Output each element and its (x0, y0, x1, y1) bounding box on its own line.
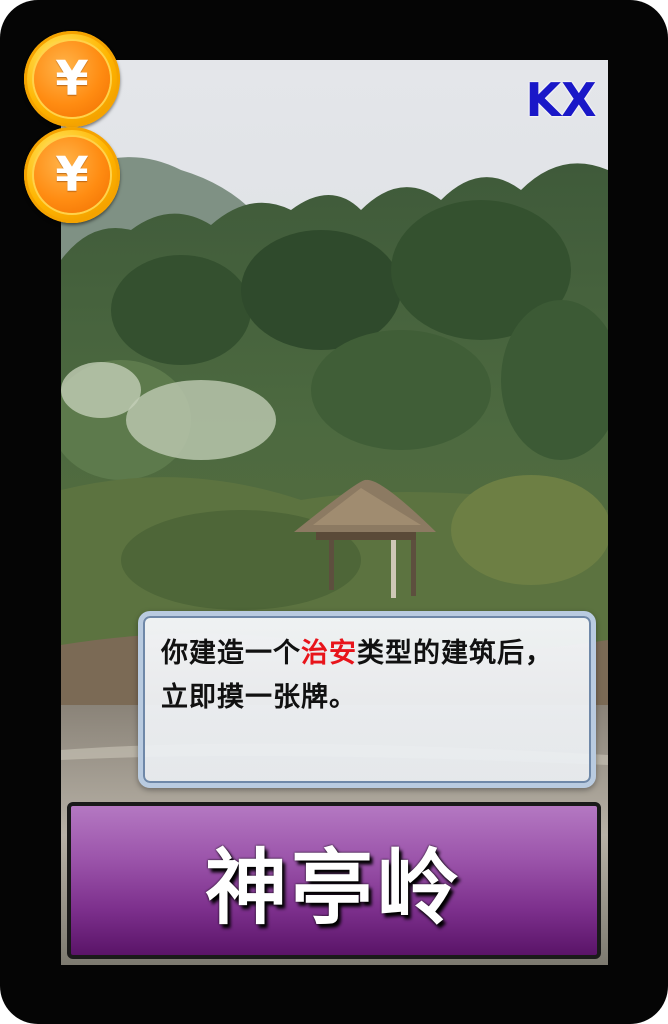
yen-symbol: ¥ (34, 137, 110, 213)
card-artwork (61, 60, 608, 965)
cost-coin-icon: ¥ (24, 127, 120, 223)
ability-text-start: 你建造一个 (161, 638, 301, 669)
ability-textbox: 你建造一个治安类型的建筑后，立即摸一张牌。 (138, 611, 596, 788)
edition-mark: KX (525, 73, 597, 127)
cost-coin-icon: ¥ (24, 31, 120, 127)
card-name-banner: 神亭岭 (67, 802, 601, 959)
ability-text: 你建造一个治安类型的建筑后，立即摸一张牌。 (161, 632, 575, 720)
ability-keyword: 治安 (301, 638, 357, 669)
yen-symbol: ¥ (34, 41, 110, 117)
landscape-illustration (61, 60, 608, 965)
ability-text-end: 类型的建筑后，立即摸一张牌。 (161, 638, 553, 713)
card-name: 神亭岭 (204, 841, 463, 936)
